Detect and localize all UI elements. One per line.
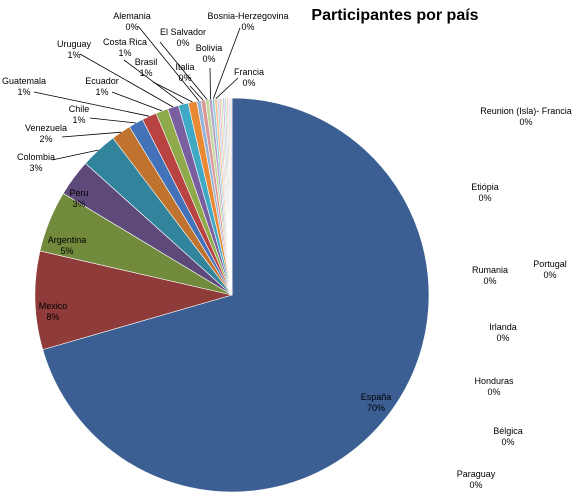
leader-guatemala (33, 91, 150, 117)
label-reunion-isla-francia: Reunion (Isla)- Francia 0% (480, 106, 572, 127)
label-mexico: Mexico 8% (39, 301, 68, 322)
label-honduras: Honduras 0% (474, 376, 514, 397)
leader-ecuador (111, 91, 163, 112)
label-italia: Italia 0% (175, 62, 194, 83)
leader-alemania (137, 25, 200, 102)
label-bosnia-herzegovina: Bosnia-Herzegovina 0% (207, 11, 288, 32)
slice-mexico (34, 250, 234, 350)
label-uruguay: Uruguay 1% (57, 39, 92, 60)
label-el-salvador: El Salvador 0% (160, 27, 206, 48)
label-guatemala: Guatemala 1% (2, 76, 46, 97)
slice-espana (42, 97, 430, 493)
label-francia: Francia 0% (234, 67, 264, 88)
label-brasil: Brasil 1% (135, 57, 158, 78)
leader-bosnia-herzegovina (212, 27, 241, 100)
chart-title: Participantes por país (311, 7, 478, 24)
leader-italia (189, 85, 204, 101)
label-argentina: Argentina 5% (48, 235, 87, 256)
label-irlanda: Irlanda 0% (489, 322, 517, 343)
label-costa-rica: Costa Rica 1% (103, 37, 147, 58)
slice-labels: España 70% Mexico 8% Argentina 5% Peru 3% Colomb… (2, 11, 572, 490)
leader-uruguay (79, 53, 174, 108)
label-ecuador: Ecuador 1% (85, 76, 119, 97)
label-paraguay: Paraguay 0% (457, 469, 496, 490)
slice-paraguay (229, 97, 233, 296)
label-colombia: Colombia 3% (17, 152, 55, 173)
label-etiopia: Etiópia 0% (471, 182, 499, 203)
leader-bolivia (209, 67, 211, 100)
label-peru: Peru 3% (69, 188, 88, 209)
label-rumania: Rumania 0% (472, 265, 508, 286)
leader-el-salvador (159, 41, 208, 100)
pie-slices (34, 97, 430, 493)
label-espana: España 70% (361, 392, 392, 413)
label-bolivia: Bolivia 0% (196, 43, 223, 64)
leader-colombia (51, 149, 99, 161)
label-portugal: Portugal 0% (533, 259, 567, 280)
leader-venezuela (61, 131, 122, 138)
label-alemania: Alemania 0% (113, 11, 151, 32)
label-chile: Chile 1% (69, 104, 90, 125)
leader-brasil (152, 81, 193, 103)
leader-lines (33, 25, 241, 161)
leader-francia (215, 77, 239, 99)
label-venezuela: Venezuela 2% (25, 123, 67, 144)
label-belgica: Bélgica 0% (493, 426, 523, 447)
leader-chile (89, 117, 136, 124)
